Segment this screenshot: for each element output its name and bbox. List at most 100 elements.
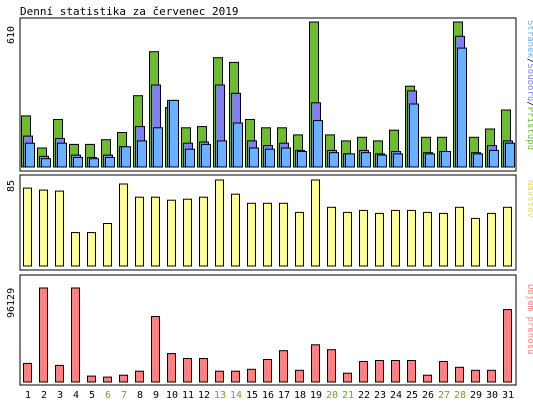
day-label: 30 [486, 390, 498, 401]
visits-bar [55, 190, 64, 267]
day-label: 3 [57, 390, 63, 401]
pages-bar [217, 140, 227, 168]
legend-pages: Stránek [525, 20, 533, 59]
legend-files: Souborů [525, 63, 533, 101]
visits-bar [263, 202, 272, 267]
visits-bar [231, 193, 240, 267]
pages-bar [121, 146, 131, 168]
pages-bar [233, 122, 243, 168]
panel-visits-bars [23, 179, 512, 267]
traffic-bar [343, 372, 352, 383]
visits-bar [215, 179, 224, 267]
pages-bar [297, 151, 307, 168]
traffic-bar [487, 369, 496, 383]
visits-bar [247, 202, 256, 267]
visits-bar [503, 206, 512, 267]
legend-separator-2: / [525, 101, 533, 106]
traffic-bar [263, 359, 272, 383]
pages-bar [505, 142, 515, 168]
traffic-bar [167, 353, 176, 383]
page-title: Denní statistika za červenec 2019 [20, 5, 239, 18]
visits-bar [183, 198, 192, 267]
day-label: 5 [89, 390, 95, 401]
panel-traffic-bars [23, 287, 512, 383]
traffic-bar [135, 370, 144, 383]
traffic-bar [199, 358, 208, 383]
traffic-bar [215, 370, 224, 383]
pages-bar [249, 147, 259, 168]
pages-bar [281, 147, 291, 168]
visits-bar [471, 217, 480, 267]
visits-bar [23, 187, 32, 267]
traffic-bar [39, 287, 48, 383]
visits-bar [455, 206, 464, 267]
traffic-bar [23, 362, 32, 383]
pages-bar [137, 140, 147, 168]
visits-bar [343, 211, 352, 267]
panel-visits-legend: Návštěv [525, 180, 533, 218]
traffic-bar [71, 287, 80, 383]
visits-bar [487, 212, 496, 267]
day-label: 20 [326, 390, 338, 401]
visits-bar [311, 179, 320, 267]
pages-bar [313, 120, 323, 168]
visits-bar [103, 223, 112, 267]
day-label: 29 [470, 390, 482, 401]
visits-bar [135, 196, 144, 267]
day-label: 6 [105, 390, 111, 401]
pages-bar [201, 143, 211, 168]
day-label: 11 [182, 390, 194, 401]
pages-bar [409, 103, 419, 168]
visits-bar [359, 209, 368, 267]
pages-bar [361, 152, 371, 168]
visits-bar [119, 183, 128, 267]
traffic-bar [439, 361, 448, 383]
visits-bar [327, 206, 336, 267]
visits-bar [71, 232, 80, 267]
visits-bar [407, 209, 416, 267]
traffic-bar [455, 366, 464, 383]
day-label: 26 [422, 390, 434, 401]
day-label: 2 [41, 390, 47, 401]
legend-access: Přístupů [525, 107, 533, 150]
day-label: 16 [262, 390, 274, 401]
day-label: 24 [390, 390, 402, 401]
pages-bar [169, 99, 179, 168]
day-label: 25 [406, 390, 418, 401]
pages-bar [329, 152, 339, 168]
traffic-bar [503, 309, 512, 383]
traffic-bar [359, 361, 368, 383]
traffic-bar [295, 369, 304, 383]
day-label: 1 [25, 390, 31, 401]
visits-bar [295, 211, 304, 267]
visits-bar [439, 212, 448, 267]
traffic-bar [279, 350, 288, 383]
traffic-bar [423, 374, 432, 383]
traffic-bar [391, 360, 400, 383]
visits-bar [375, 212, 384, 267]
day-label: 13 [214, 390, 226, 401]
day-label: 17 [278, 390, 290, 401]
panel-visits-max-label: 85 [6, 180, 17, 192]
visits-bar [39, 189, 48, 267]
traffic-bar [247, 368, 256, 383]
day-label: 27 [438, 390, 450, 401]
day-label: 18 [294, 390, 306, 401]
pages-bar [473, 153, 483, 168]
visits-bar [423, 211, 432, 267]
legend-separator-1: / [525, 58, 533, 63]
traffic-bar [103, 376, 112, 383]
day-label: 9 [153, 390, 159, 401]
day-label: 10 [166, 390, 178, 401]
traffic-bar [407, 360, 416, 383]
pages-bar [393, 153, 403, 168]
traffic-bar [471, 369, 480, 383]
pages-bar [105, 157, 115, 168]
traffic-bar [183, 358, 192, 383]
day-label: 12 [198, 390, 210, 401]
panel-access-bars [21, 21, 515, 168]
day-label: 14 [230, 390, 242, 401]
day-label: 8 [137, 390, 143, 401]
traffic-bar [119, 374, 128, 383]
